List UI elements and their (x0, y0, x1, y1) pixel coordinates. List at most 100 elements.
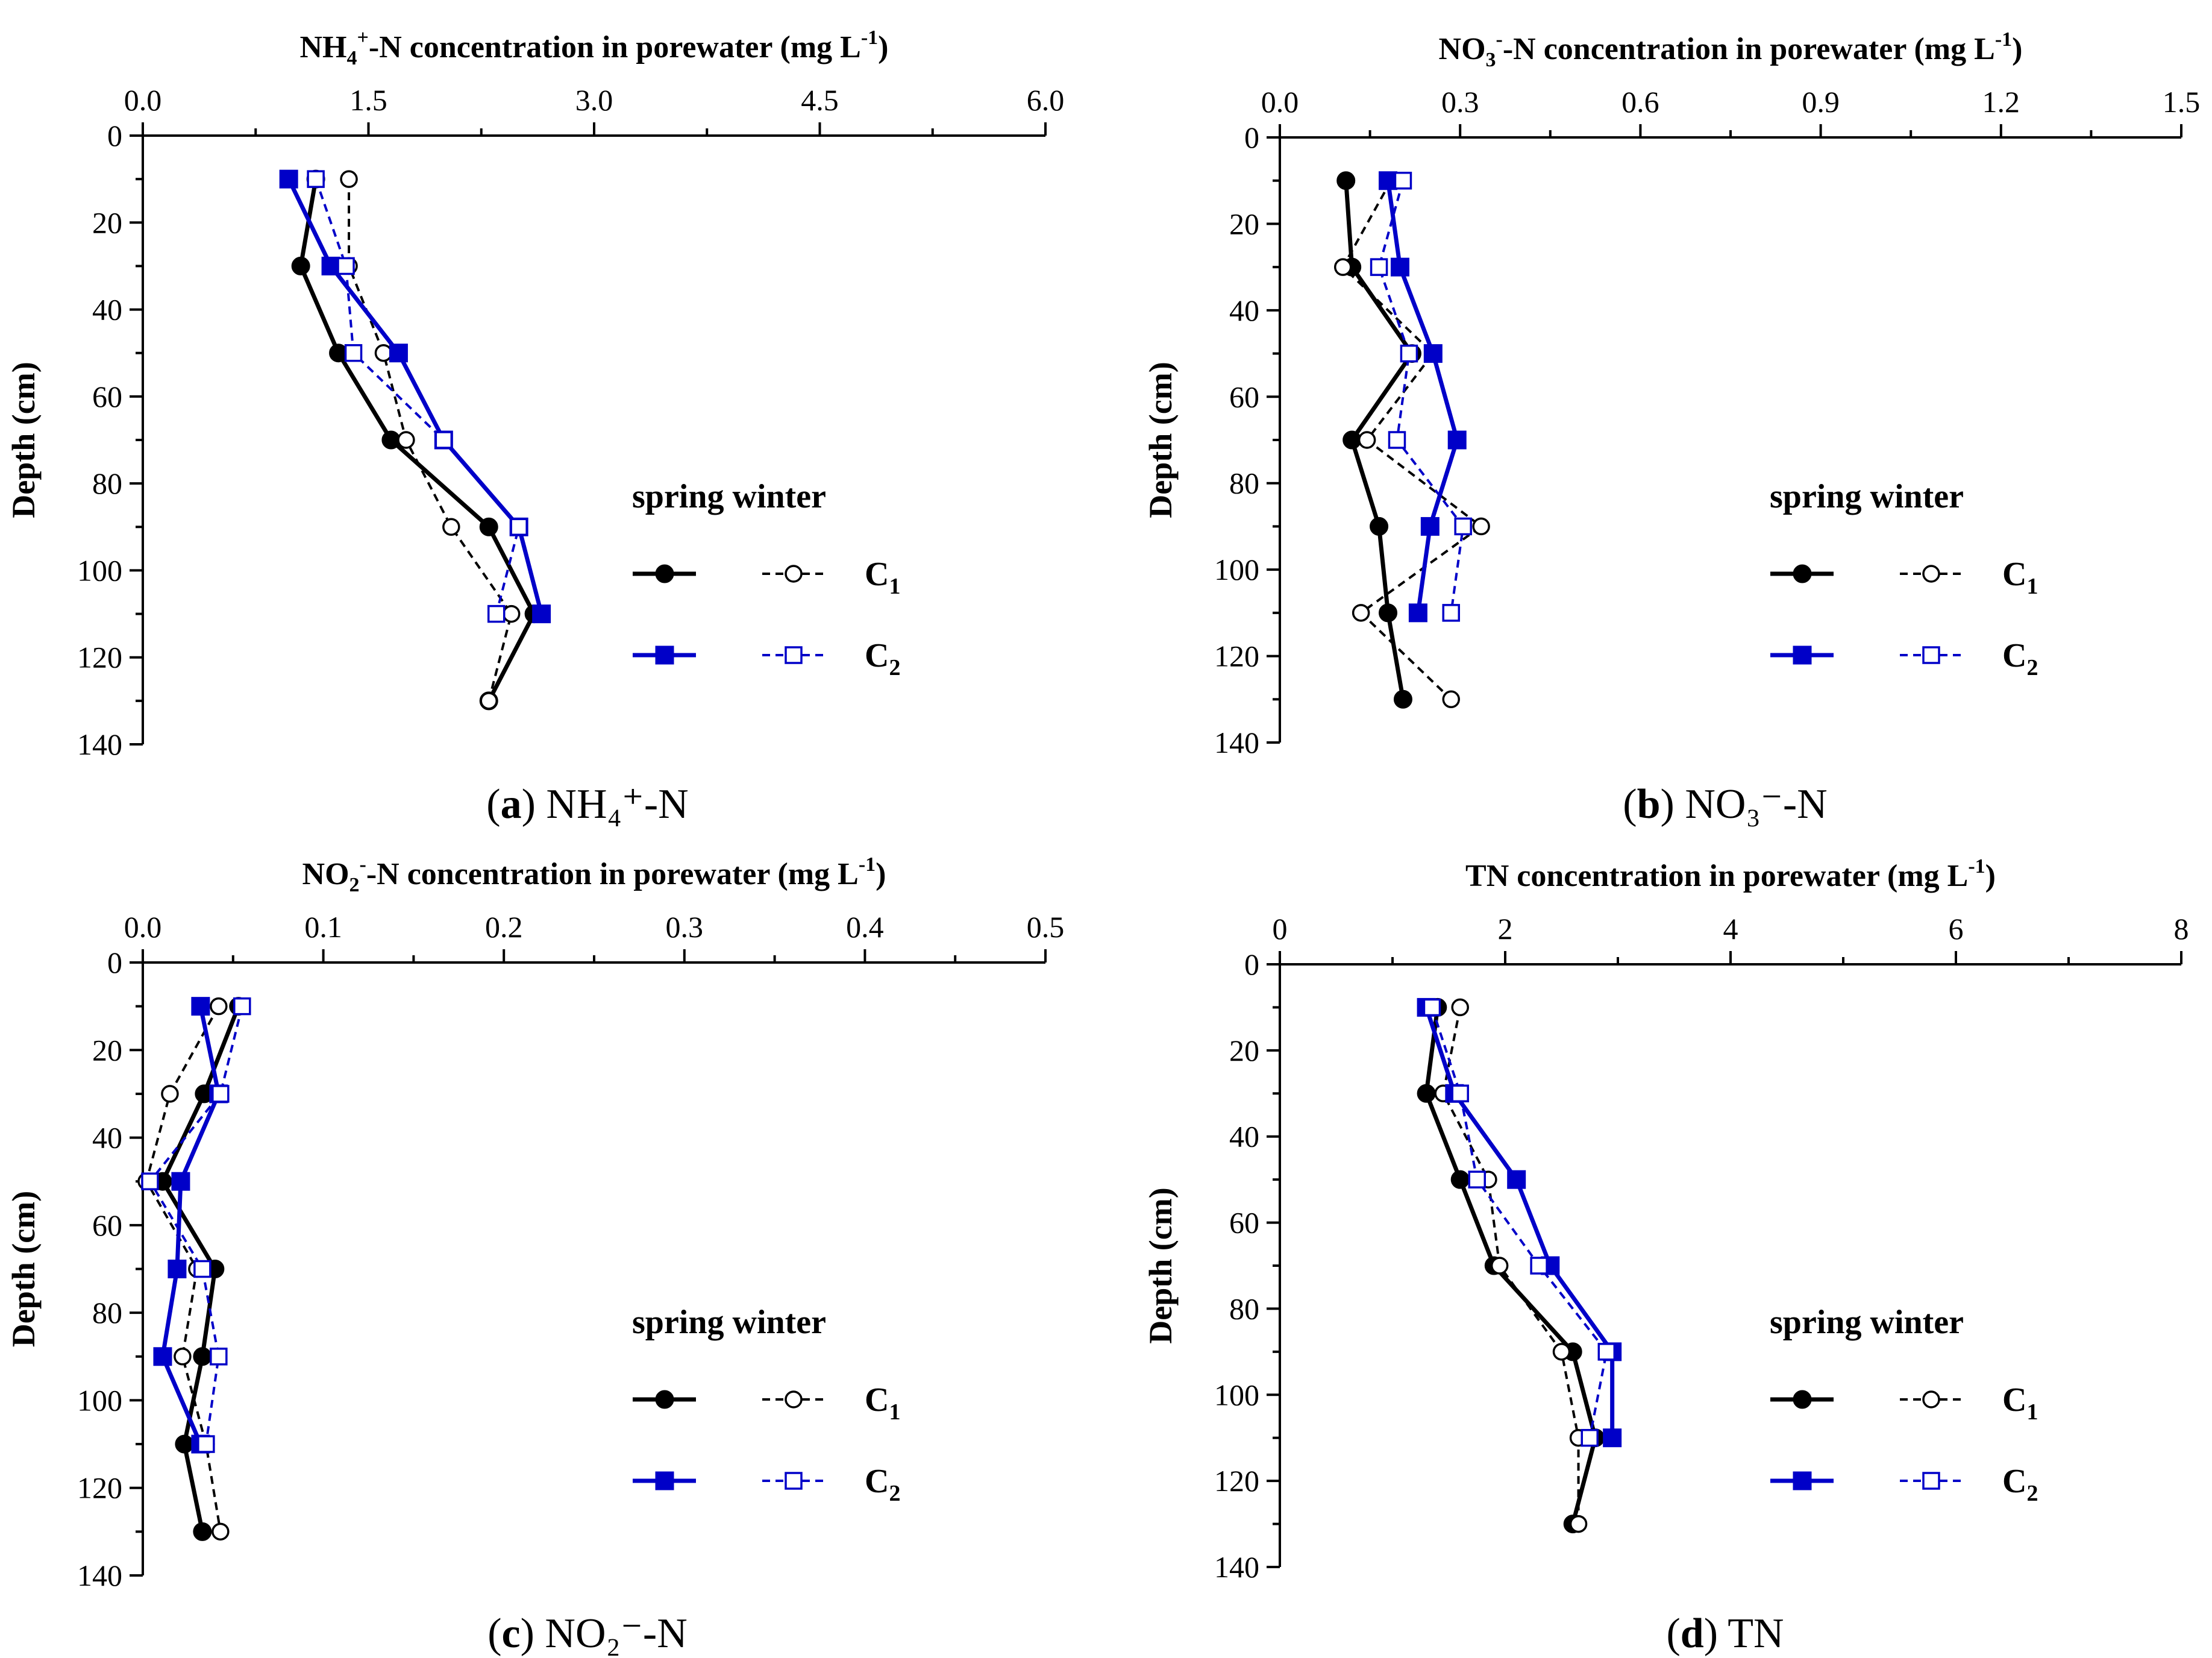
data-point (233, 997, 251, 1016)
data-point (532, 604, 551, 624)
data-point (1336, 171, 1356, 190)
y-tick-label: 40 (92, 1121, 122, 1155)
data-point (1454, 517, 1472, 536)
x-tick-label: 0.1 (304, 910, 342, 944)
data-point (211, 1522, 230, 1541)
data-point (502, 604, 521, 623)
data-point (1423, 344, 1443, 363)
legend-marker-winter (785, 1472, 803, 1490)
legend-header: spring winter (1770, 478, 1964, 515)
y-tick-label: 100 (1214, 553, 1259, 586)
y-tick-label: 100 (77, 553, 122, 587)
data-point (1379, 603, 1398, 623)
data-point (1394, 171, 1412, 190)
y-tick-label: 60 (1229, 1206, 1259, 1240)
legend-marker-winter (1922, 646, 1940, 664)
x-tick-label: 0.3 (666, 910, 704, 944)
x-tick-label: 0.3 (1441, 85, 1479, 119)
series-line (148, 1006, 243, 1445)
series-line (1386, 180, 1459, 614)
legend-marker-spring (1793, 1390, 1812, 1409)
y-axis-title: Depth (cm) (1142, 1187, 1179, 1343)
series-c2-winter (1370, 171, 1472, 622)
data-point (487, 604, 506, 623)
series-line (315, 178, 521, 615)
y-tick-label: 60 (92, 380, 122, 413)
x-tick-label: 0.6 (1621, 85, 1659, 119)
data-point (479, 517, 498, 536)
data-point (1552, 1343, 1571, 1361)
x-tick-label: 6.0 (1027, 83, 1065, 117)
data-point (510, 518, 528, 536)
data-point (1343, 430, 1362, 450)
data-point (1388, 431, 1406, 449)
data-point (329, 344, 348, 363)
panel-caption: (b) NO₃⁻-N (1623, 781, 1827, 827)
y-tick-label: 80 (1229, 466, 1259, 500)
panel-caption: (d) TN (1666, 1610, 1784, 1657)
data-point (1581, 1428, 1599, 1447)
y-tick-label: 20 (1229, 207, 1259, 240)
series-c2-spring (1379, 171, 1467, 623)
y-tick-label: 0 (107, 946, 122, 979)
legend-marker-spring (655, 1471, 674, 1490)
series-line (160, 1005, 221, 1445)
y-tick-label: 40 (1229, 294, 1259, 327)
data-point (1417, 1084, 1436, 1103)
data-point (1447, 430, 1467, 450)
y-tick-label: 20 (92, 1033, 122, 1067)
data-point (197, 1435, 215, 1453)
data-point (1450, 1170, 1470, 1189)
data-point (1420, 517, 1440, 536)
x-tick-label: 4 (1723, 912, 1738, 946)
data-point (344, 344, 363, 362)
data-point (171, 1172, 190, 1191)
data-point (480, 692, 498, 710)
legend-label: C1 (2002, 1381, 2038, 1425)
series-c1-winter (1434, 998, 1588, 1533)
panel-caption: (c) NO₂⁻-N (487, 1610, 688, 1657)
data-point (210, 997, 228, 1016)
data-point (175, 1434, 194, 1454)
x-tick-label: 8 (2174, 912, 2189, 946)
legend: spring winter C1 C2 (632, 1304, 900, 1506)
legend-marker-spring (655, 645, 674, 665)
legend-marker-winter (1922, 1472, 1940, 1490)
data-point (1490, 1257, 1509, 1275)
x-axis-title: TN concentration in porewater (mg L-1) (1465, 855, 1996, 893)
data-point (153, 1347, 172, 1366)
x-tick-label: 0.0 (1261, 85, 1299, 119)
legend-label: C2 (2002, 1463, 2038, 1506)
y-tick-label: 80 (1229, 1292, 1259, 1325)
series-line (1430, 1006, 1608, 1439)
x-tick-label: 0.4 (846, 910, 884, 944)
data-point (1370, 258, 1388, 276)
y-tick-label: 140 (77, 1559, 122, 1592)
data-point (1423, 998, 1441, 1017)
x-tick-label: 2 (1498, 912, 1513, 946)
data-point (1472, 517, 1490, 536)
x-tick-label: 3.0 (575, 83, 613, 117)
y-tick-label: 20 (92, 206, 122, 239)
data-point (1603, 1428, 1622, 1448)
y-tick-label: 60 (92, 1208, 122, 1242)
y-axis-title: Depth (cm) (5, 362, 42, 518)
data-point (1597, 1343, 1616, 1361)
legend-marker-spring (1793, 645, 1812, 665)
legend-marker-winter (1922, 565, 1940, 583)
data-point (1370, 517, 1389, 536)
y-tick-label: 0 (107, 119, 122, 152)
x-tick-label: 0.5 (1027, 910, 1065, 944)
legend-label: C2 (865, 1463, 900, 1506)
data-point (1451, 1084, 1469, 1103)
legend-label: C1 (865, 1381, 900, 1425)
y-tick-label: 0 (1244, 947, 1259, 981)
data-point (1530, 1257, 1548, 1275)
legend-label: C2 (865, 637, 900, 680)
data-point (1400, 344, 1418, 363)
legend-marker-winter (785, 565, 803, 583)
x-tick-label: 1.5 (349, 83, 387, 117)
x-tick-label: 4.5 (801, 83, 839, 117)
data-point (1569, 1515, 1588, 1533)
